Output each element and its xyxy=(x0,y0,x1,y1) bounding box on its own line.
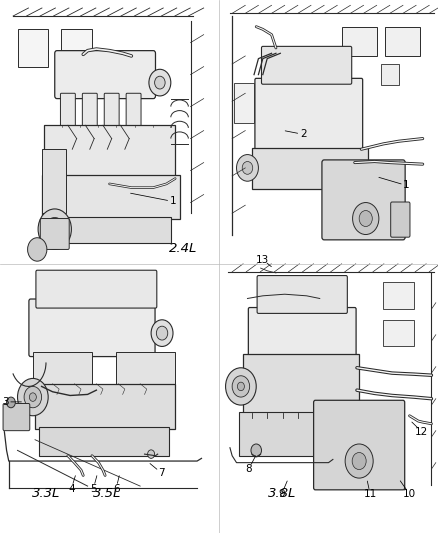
Circle shape xyxy=(151,320,173,346)
FancyBboxPatch shape xyxy=(116,352,175,386)
Circle shape xyxy=(226,368,256,405)
Text: 12: 12 xyxy=(415,427,428,437)
Text: 3.8L: 3.8L xyxy=(268,487,297,500)
FancyBboxPatch shape xyxy=(60,93,75,126)
Circle shape xyxy=(7,397,15,408)
FancyBboxPatch shape xyxy=(3,403,30,431)
Circle shape xyxy=(149,69,171,96)
FancyBboxPatch shape xyxy=(322,160,405,240)
Text: 1: 1 xyxy=(403,181,410,190)
FancyBboxPatch shape xyxy=(234,83,254,123)
FancyBboxPatch shape xyxy=(248,308,356,359)
FancyBboxPatch shape xyxy=(252,148,368,189)
Circle shape xyxy=(155,76,165,89)
FancyBboxPatch shape xyxy=(385,27,420,56)
FancyBboxPatch shape xyxy=(261,46,352,84)
FancyBboxPatch shape xyxy=(42,149,66,213)
FancyBboxPatch shape xyxy=(61,29,92,67)
Circle shape xyxy=(148,450,155,458)
FancyBboxPatch shape xyxy=(44,125,175,176)
FancyBboxPatch shape xyxy=(18,29,48,67)
Text: 8: 8 xyxy=(245,464,252,474)
FancyBboxPatch shape xyxy=(33,352,92,386)
Text: 10: 10 xyxy=(403,489,416,499)
Circle shape xyxy=(232,376,250,397)
FancyBboxPatch shape xyxy=(255,78,363,151)
FancyBboxPatch shape xyxy=(40,219,69,249)
FancyBboxPatch shape xyxy=(126,93,141,126)
Text: 13: 13 xyxy=(256,255,269,264)
FancyBboxPatch shape xyxy=(257,276,347,313)
FancyBboxPatch shape xyxy=(342,27,377,56)
Circle shape xyxy=(28,238,47,261)
FancyBboxPatch shape xyxy=(243,354,359,413)
Text: 5: 5 xyxy=(90,484,97,494)
Circle shape xyxy=(29,393,36,401)
Circle shape xyxy=(352,453,366,470)
FancyBboxPatch shape xyxy=(381,64,399,85)
Text: 7: 7 xyxy=(158,468,165,478)
Text: 11: 11 xyxy=(364,489,377,499)
FancyBboxPatch shape xyxy=(29,299,155,357)
Circle shape xyxy=(156,326,168,340)
Text: 6: 6 xyxy=(113,484,120,494)
Circle shape xyxy=(345,444,373,478)
FancyBboxPatch shape xyxy=(383,282,414,309)
Text: 2: 2 xyxy=(300,130,307,139)
Text: 2.4L: 2.4L xyxy=(169,242,197,255)
Circle shape xyxy=(242,161,253,174)
FancyBboxPatch shape xyxy=(55,51,155,99)
Circle shape xyxy=(24,386,42,408)
Circle shape xyxy=(353,203,379,235)
Circle shape xyxy=(237,382,244,391)
Circle shape xyxy=(51,225,58,233)
Text: 3: 3 xyxy=(2,397,9,407)
FancyBboxPatch shape xyxy=(42,175,180,219)
Circle shape xyxy=(38,209,71,249)
Circle shape xyxy=(251,444,261,457)
FancyBboxPatch shape xyxy=(239,412,370,456)
Circle shape xyxy=(237,155,258,181)
FancyBboxPatch shape xyxy=(82,93,97,126)
Text: 3.3L: 3.3L xyxy=(32,487,60,500)
FancyBboxPatch shape xyxy=(36,270,157,308)
FancyBboxPatch shape xyxy=(39,427,169,456)
FancyBboxPatch shape xyxy=(104,93,119,126)
Text: 4: 4 xyxy=(68,484,75,494)
Text: 9: 9 xyxy=(278,489,285,499)
FancyBboxPatch shape xyxy=(35,384,175,429)
Circle shape xyxy=(18,378,48,416)
Circle shape xyxy=(359,211,372,227)
FancyBboxPatch shape xyxy=(314,400,405,490)
FancyBboxPatch shape xyxy=(46,217,171,243)
FancyBboxPatch shape xyxy=(383,320,414,346)
Circle shape xyxy=(45,217,64,241)
Text: 1: 1 xyxy=(170,197,177,206)
FancyBboxPatch shape xyxy=(391,202,410,237)
Text: 3.5L: 3.5L xyxy=(93,487,121,500)
